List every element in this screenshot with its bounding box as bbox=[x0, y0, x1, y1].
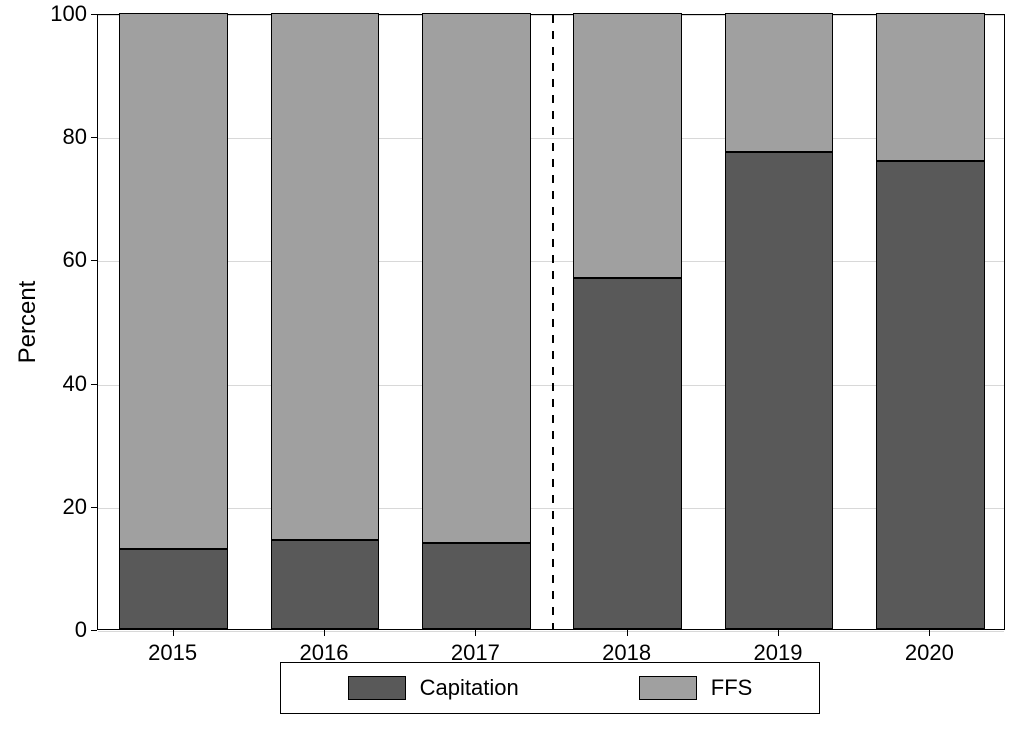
bar-group bbox=[573, 15, 682, 629]
gridline bbox=[98, 261, 1004, 262]
y-tick-label: 40 bbox=[63, 371, 87, 397]
legend-label: FFS bbox=[711, 675, 753, 701]
legend-label: Capitation bbox=[420, 675, 519, 701]
bar-segment-ffs bbox=[725, 13, 834, 152]
legend-item-ffs: FFS bbox=[639, 675, 753, 701]
bar-group bbox=[422, 15, 531, 629]
x-tick-mark bbox=[929, 630, 930, 636]
bar-segment-ffs bbox=[876, 13, 985, 161]
bar-group bbox=[271, 15, 380, 629]
y-axis-title: Percent bbox=[14, 281, 42, 364]
plot-area bbox=[97, 14, 1005, 630]
bar-segment-capitation bbox=[876, 161, 985, 629]
legend-swatch bbox=[348, 676, 406, 700]
x-tick-mark bbox=[324, 630, 325, 636]
x-tick-label: 2015 bbox=[148, 640, 197, 666]
gridline bbox=[98, 631, 1004, 632]
bar-segment-capitation bbox=[422, 543, 531, 629]
bar-segment-capitation bbox=[271, 540, 380, 629]
x-tick-mark bbox=[173, 630, 174, 636]
x-tick-label: 2020 bbox=[905, 640, 954, 666]
bar-segment-capitation bbox=[119, 549, 228, 629]
y-tick-mark bbox=[91, 630, 97, 631]
bar-segment-ffs bbox=[271, 13, 380, 540]
y-tick-label: 60 bbox=[63, 247, 87, 273]
bar-segment-ffs bbox=[119, 13, 228, 549]
x-tick-mark bbox=[627, 630, 628, 636]
gridline bbox=[98, 508, 1004, 509]
bar-segment-capitation bbox=[725, 152, 834, 629]
legend-swatch bbox=[639, 676, 697, 700]
gridline bbox=[98, 138, 1004, 139]
chart-figure: Percent 020406080100 2015201620172018201… bbox=[0, 0, 1024, 729]
legend-item-capitation: Capitation bbox=[348, 675, 519, 701]
y-tick-label: 20 bbox=[63, 494, 87, 520]
y-tick-label: 100 bbox=[50, 1, 87, 27]
bar-group bbox=[876, 15, 985, 629]
y-tick-label: 0 bbox=[75, 617, 87, 643]
gridline bbox=[98, 385, 1004, 386]
gridline bbox=[98, 15, 1004, 16]
x-tick-mark bbox=[475, 630, 476, 636]
y-tick-label: 80 bbox=[63, 124, 87, 150]
bar-segment-ffs bbox=[422, 13, 531, 543]
bar-group bbox=[119, 15, 228, 629]
bar-segment-ffs bbox=[573, 13, 682, 278]
bar-group bbox=[725, 15, 834, 629]
x-tick-mark bbox=[778, 630, 779, 636]
bar-segment-capitation bbox=[573, 278, 682, 629]
reference-line bbox=[552, 15, 554, 629]
legend: Capitation FFS bbox=[280, 662, 820, 714]
